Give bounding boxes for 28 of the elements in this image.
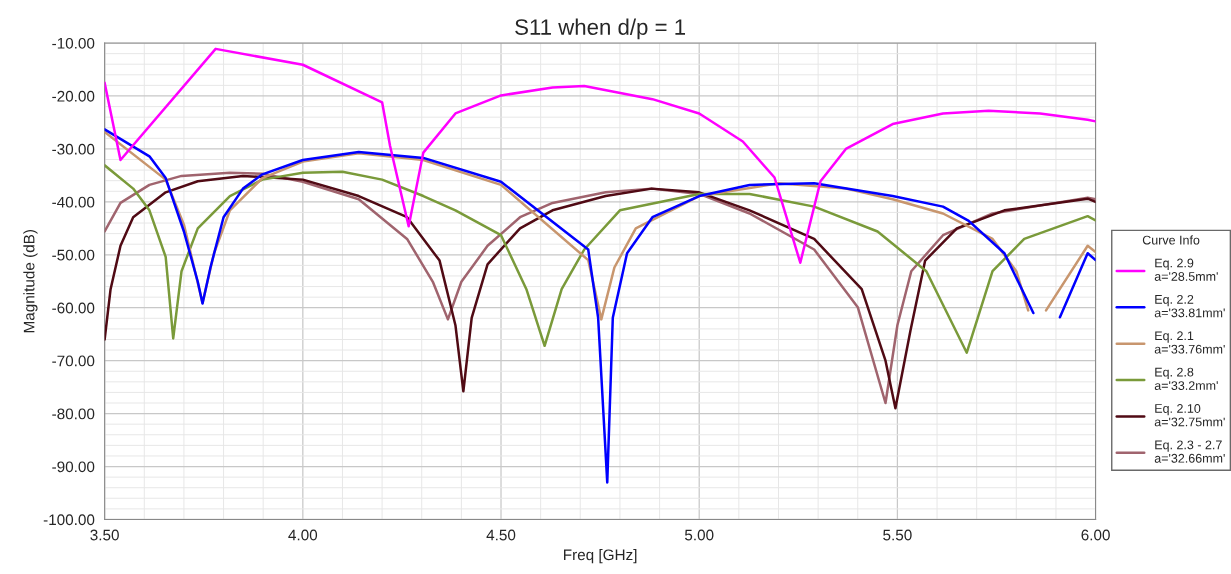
y-tick-label: -100.00 [43,514,95,526]
y-tick-label: -40.00 [52,196,95,208]
line-series [104,164,1096,354]
legend-label: Eq. 2.1 a='33.76mm' [1154,331,1225,354]
x-tick-label: 6.00 [1081,529,1110,541]
legend-label: Eq. 2.9 a='28.5mm' [1154,258,1218,281]
y-axis-title: Magnitude (dB) [23,229,38,333]
y-tick-label: -50.00 [52,249,95,261]
x-axis-title: Freq [GHz] [564,548,637,564]
legend-label: Eq. 2.10 a='32.75mm' [1154,404,1225,427]
chart-title: S11 when d/p = 1 [515,18,686,40]
y-tick-label: -20.00 [52,90,95,102]
legend-label: Eq. 2.8 a='33.2mm' [1154,367,1218,390]
line-series [104,47,1096,264]
y-tick-label: -30.00 [52,143,95,155]
y-tick-label: -60.00 [52,302,95,314]
x-tick-label: 3.50 [90,529,119,541]
x-tick-label: 5.50 [883,529,912,541]
legend-title: Curve Info [1142,235,1200,245]
x-tick-label: 4.00 [288,529,318,541]
legend-label: Eq. 2.2 a='33.81mm' [1154,294,1225,318]
legend-label: Eq. 2.3 - 2.7 a='32.66mm' [1154,440,1225,463]
x-tick-label: 5.00 [684,529,714,541]
y-tick-label: -80.00 [52,408,95,420]
y-tick-label: -90.00 [52,461,95,473]
y-tick-label: -70.00 [52,355,95,367]
x-tick-label: 4.50 [486,529,516,541]
y-tick-label: -10.00 [52,37,95,49]
